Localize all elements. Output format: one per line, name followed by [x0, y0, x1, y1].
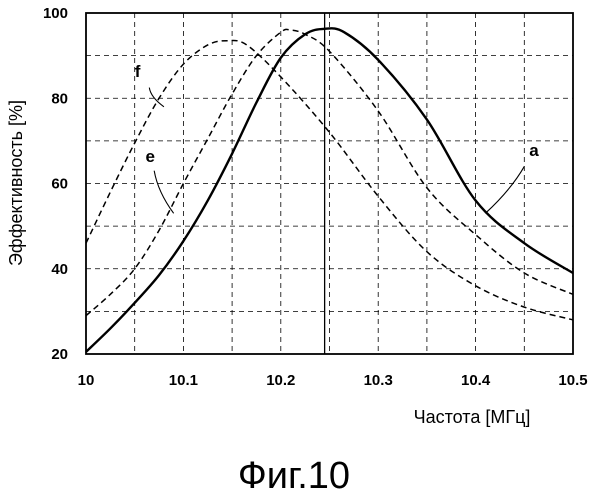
x-tick-label: 10.5 [558, 372, 587, 389]
y-tick-label: 80 [51, 90, 68, 107]
x-tick-labels: 10 10.1 10.2 10.3 10.4 10.5 [78, 372, 588, 389]
x-axis-title: Частота [МГц] [414, 407, 531, 427]
y-tick-label: 20 [51, 346, 68, 363]
y-tick-label: 40 [51, 261, 68, 278]
series-label-f: f [135, 62, 141, 81]
series-line-e [86, 29, 573, 315]
series-label-a: a [529, 141, 539, 160]
series-labels: a e f [135, 62, 540, 213]
x-tick-label: 10.1 [169, 372, 198, 389]
series-label-e: e [146, 147, 155, 166]
x-tick-label: 10.2 [266, 372, 295, 389]
x-tick-label: 10.3 [364, 372, 393, 389]
series-leader-e [154, 171, 173, 214]
y-tick-label: 60 [51, 176, 68, 193]
chart-grid [86, 13, 573, 354]
x-tick-label: 10 [78, 372, 95, 389]
series-leader-f [149, 88, 164, 107]
x-tick-label: 10.4 [461, 372, 491, 389]
y-tick-label: 100 [43, 5, 68, 22]
series-leader-a [485, 166, 524, 213]
figure-caption: Фиг.10 [238, 455, 350, 497]
y-axis-title: Эффективность [%] [6, 100, 26, 266]
y-tick-labels: 20 40 60 80 100 [43, 5, 68, 363]
